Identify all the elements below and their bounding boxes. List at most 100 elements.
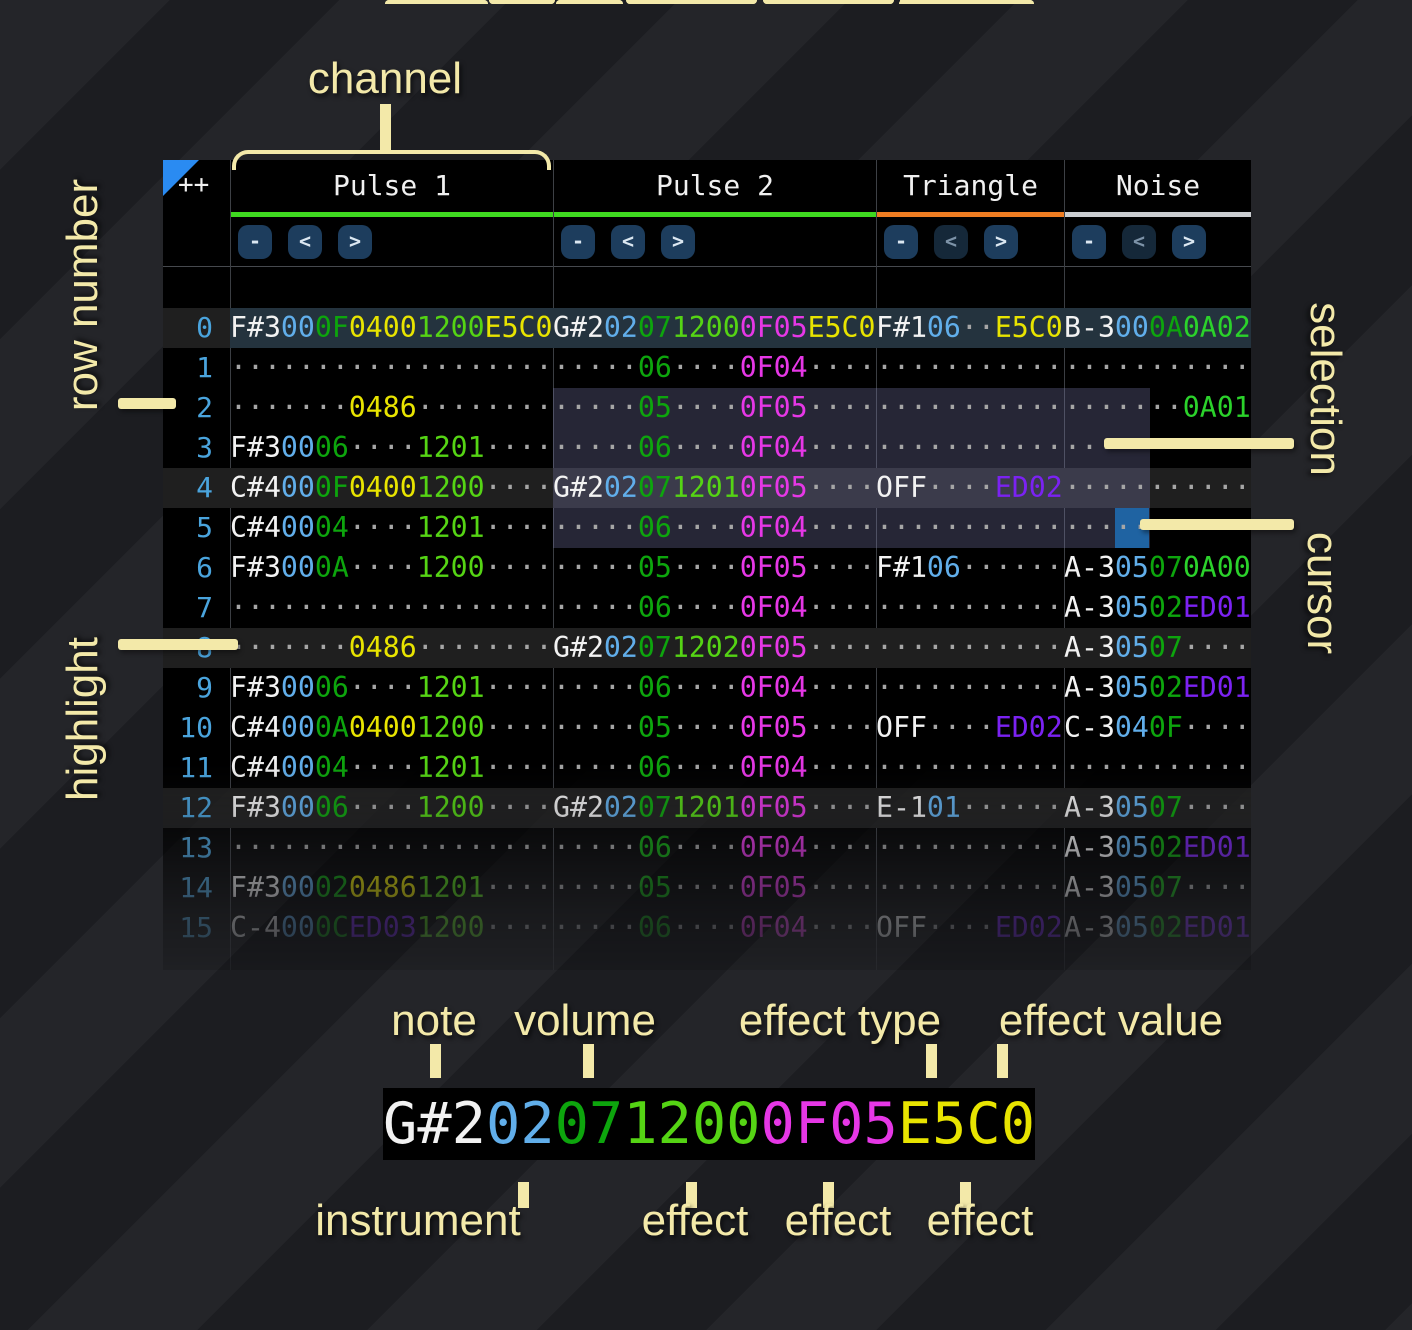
pattern-cell[interactable]: ··········· [876, 868, 1064, 908]
pattern-cell[interactable]: ··········· [876, 508, 1064, 548]
pattern-cell[interactable]: F#30006····1201···· [230, 668, 553, 708]
pattern-cell[interactable]: A-30502ED01 [1064, 668, 1251, 708]
row-number: 12 [179, 791, 213, 824]
pattern-cell[interactable]: ··········· [876, 828, 1064, 868]
channel-next-button[interactable]: > [338, 224, 372, 259]
pattern-cell[interactable]: ··········· [1064, 468, 1251, 508]
channel-minus-button[interactable]: - [561, 224, 595, 259]
pattern-cell[interactable]: ··········· [1064, 748, 1251, 788]
pattern-cell[interactable]: G#2020712010F05···· [553, 468, 876, 508]
channel-name[interactable]: Pulse 1 [332, 169, 451, 202]
pattern-cell[interactable]: ··········· [876, 748, 1064, 788]
pattern-cell[interactable]: F#3000A····1200···· [230, 548, 553, 588]
pattern-cell[interactable]: ·····06····0F04···· [553, 348, 876, 388]
channel-prev-button[interactable]: < [611, 224, 645, 259]
pattern-cell[interactable]: C#40004····1201···· [230, 508, 553, 548]
pattern-cell[interactable]: A-30502ED01 [1064, 588, 1251, 628]
pattern-cell[interactable]: G#2020712000F05E5C0 [553, 308, 876, 348]
pattern-cell[interactable]: ··········· [876, 348, 1064, 388]
channel-next-button[interactable]: > [661, 224, 695, 259]
pattern-cell[interactable]: ··················· [230, 348, 553, 388]
cell-segment: ··········· [876, 431, 1063, 464]
cell-segment: ···· [807, 631, 876, 664]
pattern-cell[interactable]: ·····06····0F04···· [553, 428, 876, 468]
pattern-cell[interactable]: ·····05····0F05···· [553, 388, 876, 428]
channel-prev-button[interactable]: < [934, 224, 968, 259]
pattern-cell[interactable]: A-30502ED01 [1064, 908, 1251, 948]
pattern-cell[interactable]: ·····06····0F04···· [553, 508, 876, 548]
pattern-cell[interactable]: B-3000A0A02 [1064, 308, 1251, 348]
pattern-cell[interactable]: ·······0A01 [1064, 388, 1251, 428]
expand-rows-label[interactable]: ++ [178, 170, 210, 200]
pattern-cell[interactable]: A-30507···· [1064, 628, 1251, 668]
channel-prev-button[interactable]: < [288, 224, 322, 259]
pattern-cell[interactable]: C-4000CED031200···· [230, 908, 553, 948]
pattern-cell[interactable]: C#4000A04001200···· [230, 708, 553, 748]
pattern-cell[interactable]: C-3040F···· [1064, 708, 1251, 748]
pattern-cell[interactable]: A-30507···· [1064, 868, 1251, 908]
pattern-cell[interactable]: ··········· [876, 388, 1064, 428]
pattern-row: 7 ··················· ·····06····0F04···· ·… [163, 588, 1251, 628]
channel-prev-button[interactable]: < [1122, 224, 1156, 259]
pattern-cell[interactable]: F#30006····1201···· [230, 428, 553, 468]
pattern-cell[interactable]: ·····05····0F05···· [553, 548, 876, 588]
pattern-cell[interactable]: OFF····ED02 [876, 468, 1064, 508]
cell-segment: 06 [926, 311, 961, 344]
pattern-cell[interactable]: ·····06····0F04···· [553, 908, 876, 948]
legend-cell: G#2020712000F05E5C0 [383, 1088, 1035, 1160]
cell-segment: 07 [637, 311, 672, 344]
cell-segment: B-3 [1064, 311, 1115, 344]
pattern-cell[interactable]: E-101······ [876, 788, 1064, 828]
pattern-cell[interactable]: ·····05····0F05···· [553, 708, 876, 748]
channel-next-button[interactable]: > [984, 224, 1018, 259]
cell-segment: C-4 [230, 911, 281, 944]
channel-minus-button[interactable]: - [884, 224, 918, 259]
effect3-bracket [900, 0, 1031, 4]
pattern-cell[interactable]: ··········· [876, 628, 1064, 668]
pattern-cell[interactable]: A-305070A00 [1064, 548, 1251, 588]
pattern-cell[interactable]: ·······0486········ [230, 628, 553, 668]
pattern-cell[interactable]: ·····05····0F05···· [553, 868, 876, 908]
pattern-cell[interactable]: ··········· [876, 668, 1064, 708]
channel-name[interactable]: Noise [1115, 169, 1201, 202]
cell-segment: ···· [807, 671, 876, 704]
channel-name[interactable]: Pulse 2 [655, 169, 774, 202]
cell-segment: ED02 [994, 711, 1063, 744]
pattern-cell[interactable]: OFF····ED02 [876, 908, 1064, 948]
pattern-cell[interactable]: F#3000204861201···· [230, 868, 553, 908]
cell-segment: ··········· [876, 511, 1063, 544]
pattern-cell[interactable]: ·······0486········ [230, 388, 553, 428]
channel-minus-button[interactable]: - [1072, 224, 1106, 259]
cell-segment: OFF [876, 711, 927, 744]
cell-segment: ···· [807, 511, 876, 544]
pattern-cell[interactable]: F#106··E5C0 [876, 308, 1064, 348]
pattern-row: 0 F#3000F04001200E5C0 G#2020712000F05E5C0 F… [163, 308, 1251, 348]
channel-name[interactable]: Triangle [903, 169, 1038, 202]
pattern-cell[interactable]: ·····06····0F04···· [553, 588, 876, 628]
cell-segment: ···· [348, 791, 417, 824]
pattern-cell[interactable]: ··········· [876, 588, 1064, 628]
pattern-cell[interactable]: F#3000F04001200E5C0 [230, 308, 553, 348]
pattern-cell[interactable]: ··········· [1064, 348, 1251, 388]
pattern-cell[interactable]: A-30507···· [1064, 788, 1251, 828]
pattern-cell[interactable]: ·····06····0F04···· [553, 828, 876, 868]
pattern-cell[interactable]: ·····06····0F04···· [553, 668, 876, 708]
highlight-annotation-line [118, 639, 238, 650]
pattern-cell[interactable]: OFF····ED02 [876, 708, 1064, 748]
pattern-cell[interactable]: ··················· [230, 828, 553, 868]
channel-minus-button[interactable]: - [238, 224, 272, 259]
pattern-cell[interactable]: C#4000F04001200···· [230, 468, 553, 508]
pattern-cell[interactable]: ··········· [876, 428, 1064, 468]
pattern-cell[interactable]: ·····06····0F04···· [553, 748, 876, 788]
pattern-cell[interactable]: G#2020712020F05···· [553, 628, 876, 668]
channel-next-button[interactable]: > [1172, 224, 1206, 259]
pattern-cell[interactable]: F#30006····1200···· [230, 788, 553, 828]
cell-segment: C#4 [230, 471, 281, 504]
pattern-cell[interactable]: F#106······ [876, 548, 1064, 588]
pattern-cell[interactable]: G#2020712010F05···· [553, 788, 876, 828]
pattern-cell[interactable]: A-30502ED01 [1064, 828, 1251, 868]
pattern-cell[interactable]: C#40004····1201···· [230, 748, 553, 788]
pattern-cell[interactable]: ··················· [230, 588, 553, 628]
cell-segment: E5C0 [484, 311, 553, 344]
pattern-row: 14 F#3000204861201···· ·····05····0F05····… [163, 868, 1251, 908]
